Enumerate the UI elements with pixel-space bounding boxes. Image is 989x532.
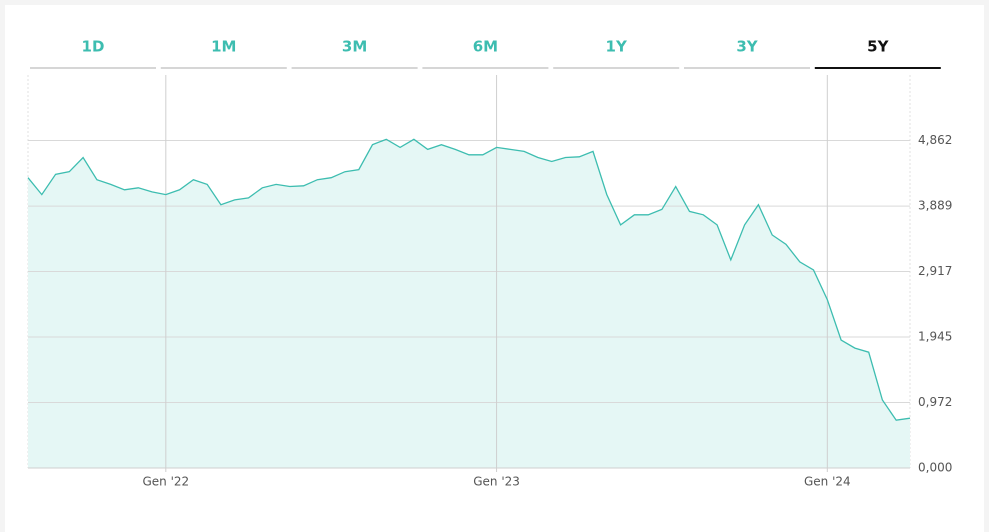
y-tick-label: 1,945 — [918, 330, 952, 344]
chart: 0,000 0,972 1,945 2,917 3,889 4,862 Gen '22 Gen… — [27, 75, 952, 489]
y-tick-label: 0,000 — [918, 461, 952, 475]
y-tick-label: 3,889 — [918, 199, 952, 213]
tab-bar: 1D 1M 3M 6M 1Y 3Y 5Y — [30, 28, 941, 69]
y-tick-label: 4,862 — [918, 133, 952, 147]
tab[interactable]: 1D — [30, 28, 156, 69]
tab[interactable]: 3Y — [684, 28, 810, 69]
y-tick-label: 2,917 — [918, 264, 952, 278]
tab[interactable]: 1M — [160, 28, 287, 69]
tab-label[interactable]: 3M — [342, 38, 367, 56]
tab-label[interactable]: 1M — [211, 38, 236, 56]
tab[interactable]: 6M — [422, 28, 549, 69]
tab-label[interactable]: 3Y — [736, 38, 758, 56]
tab-label[interactable]: 5Y — [867, 38, 889, 56]
area — [28, 139, 910, 469]
y-tick-label: 0,972 — [918, 395, 952, 409]
tab[interactable]: 1Y — [553, 28, 680, 69]
tab[interactable]: 5Y — [814, 28, 941, 69]
tab-label[interactable]: 1D — [82, 38, 105, 56]
tab-label[interactable]: 6M — [473, 38, 498, 56]
x-tick-label: Gen '22 — [142, 475, 189, 489]
x-tick-label: Gen '23 — [473, 475, 520, 489]
line — [27, 138, 911, 421]
x-tick-label: Gen '24 — [804, 475, 851, 489]
tab-label[interactable]: 1Y — [606, 38, 628, 56]
tab[interactable]: 3M — [291, 28, 418, 69]
